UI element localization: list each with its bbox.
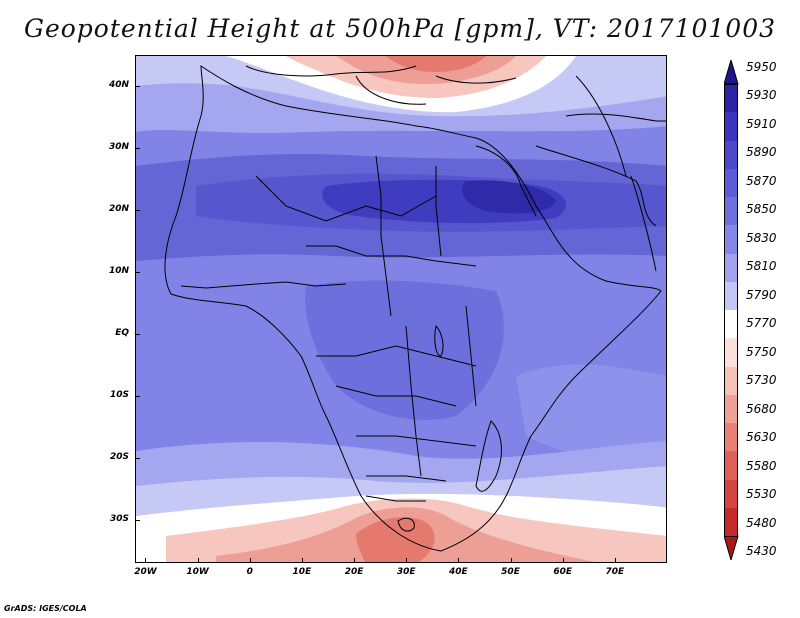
colorbar-label: 5530: [746, 487, 777, 502]
lon-label: 60E: [553, 567, 573, 577]
colorbar-label: 5810: [746, 259, 777, 274]
colorbar-swatch: [724, 84, 738, 113]
lon-tick: [614, 558, 616, 563]
colorbar-label: 5480: [746, 515, 777, 530]
lon-tick: [510, 558, 512, 563]
colorbar-swatch: [724, 253, 738, 283]
colorbar-label: 5870: [746, 173, 777, 188]
lon-label: 20E: [344, 567, 364, 577]
colorbar-label: 5680: [746, 401, 777, 416]
colorbar-swatch: [724, 394, 738, 424]
colorbar-bottom-arrow: [724, 535, 739, 560]
colorbar-swatch: [724, 423, 738, 452]
lat-label: 40N: [108, 79, 129, 90]
lat-tick: [135, 271, 140, 273]
lat-label: 10N: [108, 265, 129, 276]
lon-tick: [562, 558, 564, 563]
colorbar-label: 5730: [746, 373, 777, 388]
colorbar-label: 5790: [746, 287, 777, 302]
colorbar-swatch: [724, 140, 738, 170]
lat-label: 10S: [109, 389, 129, 400]
lon-label: 30E: [396, 567, 416, 577]
chart-title: Geopotential Height at 500hPa [gpm], VT:…: [23, 14, 777, 43]
lon-label: 10W: [186, 567, 209, 577]
colorbar-label: 5830: [746, 230, 777, 245]
lon-label: 40E: [449, 567, 468, 577]
lat-tick: [135, 457, 140, 459]
credit-label: GrADS: IGES/COLA: [4, 604, 87, 613]
lat-label: 20S: [109, 451, 129, 462]
lon-tick: [145, 558, 147, 563]
lat-tick: [135, 395, 140, 397]
colorbar-swatch: [724, 338, 738, 367]
colorbar-label: 5430: [746, 544, 777, 558]
lat-label: 20N: [108, 203, 129, 214]
colorbar-label: 5770: [746, 316, 777, 331]
colorbar-swatch: [724, 168, 738, 198]
colorbar-swatch: [724, 507, 738, 537]
colorbar-label: 5950: [746, 60, 777, 74]
lon-label: 20W: [134, 567, 157, 577]
lat-tick: [135, 209, 140, 211]
lat-label: 30N: [108, 141, 129, 152]
colorbar-swatch: [724, 479, 738, 509]
colorbar-swatch: [724, 225, 738, 254]
colorbar-swatch: [724, 112, 738, 141]
colorbar-swatch: [724, 310, 738, 339]
lon-tick: [249, 558, 251, 563]
colorbar-label: 5890: [746, 145, 777, 160]
lon-tick: [354, 558, 356, 563]
lat-tick: [135, 333, 140, 335]
colorbar-label: 5910: [746, 116, 777, 131]
lon-tick: [301, 558, 303, 563]
colorbar-label: 5630: [746, 430, 777, 445]
lat-tick: [135, 147, 140, 149]
colorbar-top-arrow: [724, 60, 739, 85]
colorbar-label: 5580: [746, 458, 777, 473]
lat-tick: [135, 85, 140, 87]
contour-field: [136, 56, 666, 562]
lon-label: 70E: [605, 567, 625, 577]
lon-tick: [197, 558, 199, 563]
lat-tick: [135, 519, 140, 521]
lon-label: 10E: [292, 567, 312, 577]
lon-tick: [406, 558, 408, 563]
lat-label: EQ: [115, 327, 129, 338]
colorbar-label: 5750: [746, 344, 777, 359]
map-panel: [135, 55, 667, 563]
lon-label: 50E: [501, 567, 520, 577]
colorbar-swatch: [724, 366, 738, 396]
colorbar-label: 5850: [746, 202, 777, 217]
lat-label: 30S: [109, 513, 129, 524]
colorbar-label: 5930: [746, 88, 777, 103]
colorbar-swatch: [724, 197, 738, 226]
lon-tick: [458, 558, 460, 563]
colorbar-swatch: [724, 451, 738, 480]
colorbar: 5950 5930 5910 5890 5870 5850 5830 5810 5790 5770…: [724, 60, 800, 560]
colorbar-swatch: [724, 281, 738, 311]
lon-label: 0: [246, 567, 253, 577]
